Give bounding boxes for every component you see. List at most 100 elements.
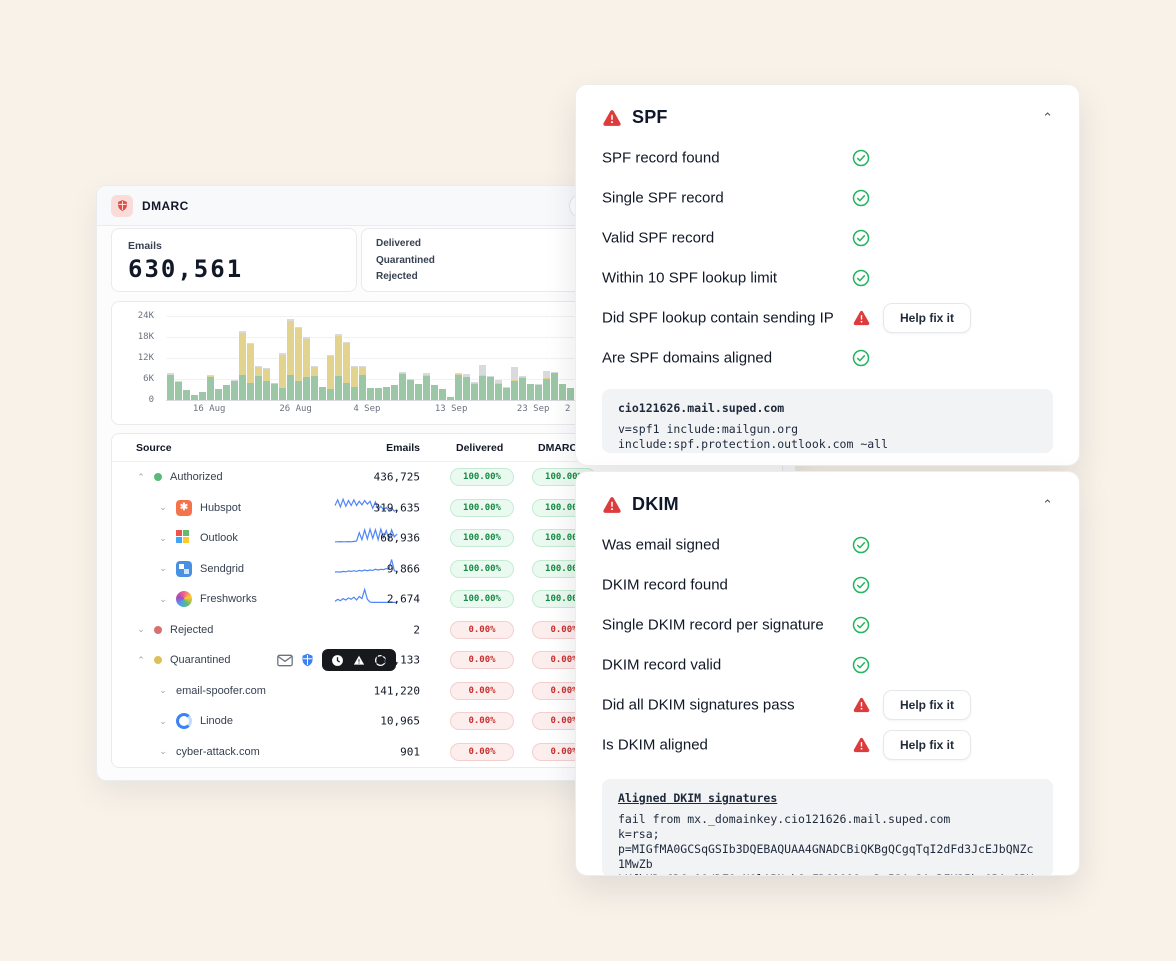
source-cell: ⌄ cyber-attack.com (158, 746, 260, 758)
chart-bar[interactable] (550, 316, 558, 400)
chart-bar[interactable] (254, 316, 262, 400)
chevron-down-icon[interactable]: ⌄ (159, 685, 167, 696)
source-cell: ⌄ Outlook (158, 530, 238, 546)
chart-bar[interactable] (526, 316, 534, 400)
chart-bar[interactable] (462, 316, 470, 400)
chart-bar[interactable] (446, 316, 454, 400)
chart-bar[interactable] (374, 316, 382, 400)
chevron-down-icon[interactable]: ⌄ (159, 746, 167, 757)
chart-bar[interactable] (510, 316, 518, 400)
quarantined-segment (471, 383, 478, 385)
chart-bar[interactable] (310, 316, 318, 400)
chart-bar[interactable] (174, 316, 182, 400)
chart-bar[interactable] (270, 316, 278, 400)
chart-bar[interactable] (566, 316, 574, 400)
chart-bar[interactable] (334, 316, 342, 400)
chart-bar[interactable] (206, 316, 214, 400)
chevron-down-icon[interactable]: ⌄ (137, 624, 145, 635)
chart-bar[interactable] (422, 316, 430, 400)
rejected-segment (487, 375, 494, 378)
chart-bar[interactable] (342, 316, 350, 400)
delivered-segment (447, 396, 454, 400)
chart-bar[interactable] (534, 316, 542, 400)
chart-bar[interactable] (166, 316, 174, 400)
table-row[interactable]: ⌃ Authorized 436,725 100.00% 100.00% (112, 462, 782, 493)
chart-bar[interactable] (318, 316, 326, 400)
table-row[interactable]: ⌄ Outlook 68,936 100.00% 100.00% (112, 523, 782, 554)
check-row: Was email signed (576, 525, 1079, 565)
chart-bar[interactable] (366, 316, 374, 400)
shield-icon[interactable] (300, 652, 315, 668)
chart-bar[interactable] (278, 316, 286, 400)
chart-bar[interactable] (238, 316, 246, 400)
chart-bar[interactable] (406, 316, 414, 400)
rejected-segment (255, 366, 262, 367)
chart-bar[interactable] (262, 316, 270, 400)
chevron-down-icon[interactable]: ⌄ (159, 502, 167, 513)
chart-bar[interactable] (438, 316, 446, 400)
check-circle-icon (852, 149, 870, 167)
help-fix-it-button[interactable]: Help fix it (883, 690, 972, 720)
chart-bar[interactable] (382, 316, 390, 400)
check-circle-icon (852, 576, 870, 594)
stacked-bars[interactable] (166, 316, 598, 400)
chart-bar[interactable] (294, 316, 302, 400)
collapse-chevron-icon[interactable]: ⌃ (1042, 496, 1053, 512)
chart-bar[interactable] (518, 316, 526, 400)
chart-bar[interactable] (470, 316, 478, 400)
chart-bar[interactable] (246, 316, 254, 400)
mail-icon[interactable] (277, 654, 293, 667)
alert-triangle-icon[interactable] (352, 654, 366, 667)
chart-bar[interactable] (502, 316, 510, 400)
chevron-up-icon[interactable]: ⌃ (137, 654, 145, 665)
x-tick-label: 13 Sep (434, 404, 468, 414)
check-label: Single DKIM record per signature (602, 616, 824, 634)
emails-count: 10,965 (380, 714, 420, 728)
outlook-sparkline (335, 527, 398, 543)
chart-bar[interactable] (230, 316, 238, 400)
chart-bar[interactable] (454, 316, 462, 400)
chart-bar[interactable] (486, 316, 494, 400)
chart-bar[interactable] (198, 316, 206, 400)
chart-bar[interactable] (358, 316, 366, 400)
chart-bar[interactable] (190, 316, 198, 400)
chart-bar[interactable] (390, 316, 398, 400)
chart-bar[interactable] (182, 316, 190, 400)
chart-bar[interactable] (558, 316, 566, 400)
chart-bar[interactable] (542, 316, 550, 400)
chevron-down-icon[interactable]: ⌄ (159, 532, 167, 543)
chevron-up-icon[interactable]: ⌃ (137, 471, 145, 482)
chevron-down-icon[interactable]: ⌄ (159, 715, 167, 726)
chart-bar[interactable] (350, 316, 358, 400)
spf-record-codeblock: cio121626.mail.suped.com v=spf1 include:… (602, 389, 1053, 453)
table-row[interactable]: ⌄ Linode 10,965 0.00% 0.00% (112, 706, 782, 737)
chevron-down-icon[interactable]: ⌄ (159, 593, 167, 604)
chart-bar[interactable] (222, 316, 230, 400)
chart-bar[interactable] (398, 316, 406, 400)
collapse-chevron-icon[interactable]: ⌃ (1042, 109, 1053, 125)
delivered-segment (239, 374, 246, 400)
chart-bar[interactable] (414, 316, 422, 400)
rejected-segment (247, 342, 254, 344)
table-row[interactable]: ⌄ ✱ Hubspot 319,635 100.00% 100.00% (112, 493, 782, 524)
chart-bar[interactable] (214, 316, 222, 400)
help-fix-it-button[interactable]: Help fix it (883, 303, 972, 333)
dkim-record-line: k=rsa; (618, 827, 660, 841)
chart-bar[interactable] (326, 316, 334, 400)
chart-bar[interactable] (494, 316, 502, 400)
rejected-segment (295, 326, 302, 329)
help-fix-it-button[interactable]: Help fix it (883, 730, 972, 760)
table-row[interactable]: ⌃ Quarantined 154,133 0.00% 0.00% (112, 645, 782, 676)
chart-bar[interactable] (478, 316, 486, 400)
chart-bar[interactable] (430, 316, 438, 400)
clock-icon[interactable] (331, 654, 344, 667)
circle-icon[interactable] (374, 654, 387, 667)
chevron-down-icon[interactable]: ⌄ (159, 563, 167, 574)
emails-total-value: 630,561 (128, 255, 244, 283)
check-label: Did SPF lookup contain sending IP (602, 309, 834, 327)
delivered-segment (455, 374, 462, 400)
chart-bar[interactable] (302, 316, 310, 400)
hubspot-sparkline (334, 497, 398, 512)
emails-count: 436,725 (373, 470, 420, 484)
chart-bar[interactable] (286, 316, 294, 400)
